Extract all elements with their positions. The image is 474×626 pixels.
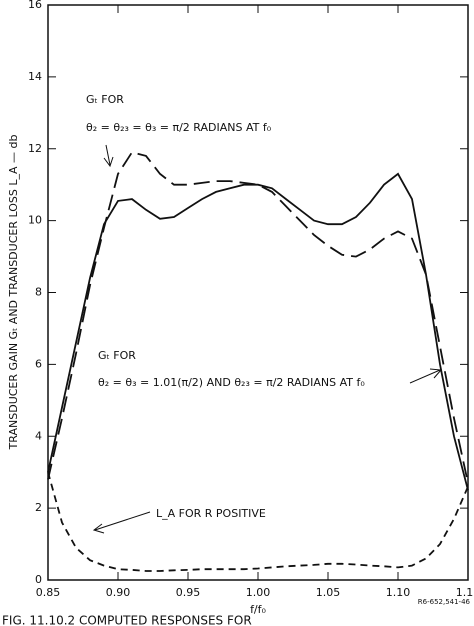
y-tick-label: 4 <box>35 429 42 442</box>
x-tick-label: 1.05 <box>316 586 341 599</box>
y-axis-label: TRANSDUCER GAIN Gₜ AND TRANSDUCER LOSS L… <box>7 135 20 451</box>
annotation: Gₜ FOR <box>86 93 124 106</box>
annotation: θ₂ = θ₂₃ = θ₃ = π/2 RADIANS AT f₀ <box>86 121 272 134</box>
plot-frame <box>47 4 469 581</box>
line-series <box>47 151 469 484</box>
arrow <box>92 511 151 534</box>
arrow <box>103 144 114 168</box>
x-tick-label: 1.15 <box>456 586 474 599</box>
line-series <box>47 471 469 572</box>
x-tick-label: 1.00 <box>246 586 271 599</box>
y-tick-label: 16 <box>28 0 42 11</box>
x-tick-label: 1.10 <box>386 586 411 599</box>
figure-id: R6-652,541-46 <box>418 598 471 606</box>
y-tick-label: 8 <box>35 286 42 299</box>
x-axis-label: f/f₀ <box>250 603 266 616</box>
annotation: Gₜ FOR <box>98 349 136 362</box>
annotation: θ₂ = θ₃ = 1.01(π/2) AND θ₂₃ = π/2 RADIAN… <box>98 376 365 389</box>
annotation: L_A FOR R POSITIVE <box>156 507 266 520</box>
x-tick-label: 0.95 <box>176 586 201 599</box>
y-tick-label: 14 <box>28 70 42 83</box>
y-tick-label: 6 <box>35 357 42 370</box>
x-tick-label: 0.85 <box>36 586 61 599</box>
y-tick-label: 0 <box>35 573 42 586</box>
line-series <box>47 172 469 491</box>
y-tick-label: 10 <box>28 214 42 227</box>
x-tick-label: 0.90 <box>106 586 131 599</box>
arrow <box>409 368 443 384</box>
y-tick-label: 2 <box>35 501 42 514</box>
y-tick-label: 12 <box>28 142 42 155</box>
caption: FIG. 11.10.2 COMPUTED RESPONSES FOR <box>2 614 252 626</box>
